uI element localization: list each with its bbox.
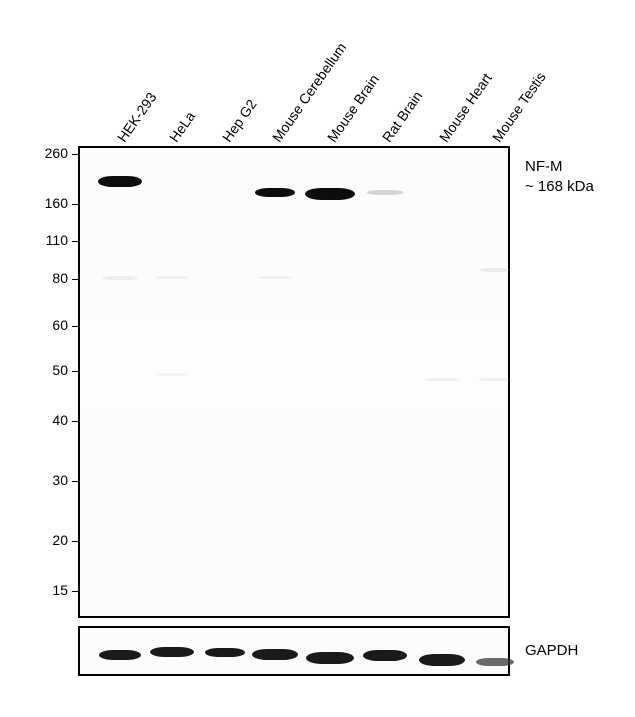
- mw-marker-tick: [72, 204, 78, 205]
- gapdh-band: [419, 654, 465, 666]
- mw-marker-tick: [72, 154, 78, 155]
- mw-marker-label: 60: [28, 317, 68, 333]
- protein-band: [367, 190, 403, 195]
- mw-marker-label: 260: [28, 145, 68, 161]
- gapdh-band: [252, 649, 298, 660]
- protein-band: [98, 176, 142, 187]
- gapdh-band: [476, 658, 514, 666]
- mw-marker-label: 30: [28, 472, 68, 488]
- mw-marker-tick: [72, 326, 78, 327]
- mw-marker-tick: [72, 279, 78, 280]
- mw-marker-label: 80: [28, 270, 68, 286]
- target-mw-label: ~ 168 kDa: [525, 178, 594, 195]
- protein-band: [258, 276, 292, 279]
- gapdh-band: [306, 652, 354, 664]
- protein-band: [255, 188, 295, 197]
- lane-label: Mouse Testis: [489, 69, 549, 145]
- lane-label: HEK-293: [114, 89, 160, 145]
- gapdh-label: GAPDH: [525, 642, 578, 659]
- protein-band: [425, 378, 459, 381]
- mw-marker-label: 50: [28, 362, 68, 378]
- mw-marker-tick: [72, 371, 78, 372]
- protein-band: [155, 276, 189, 279]
- gapdh-band: [150, 647, 194, 657]
- protein-band: [480, 268, 510, 272]
- mw-marker-label: 110: [28, 232, 68, 248]
- lane-label: Mouse Heart: [436, 70, 495, 145]
- lane-label: Rat Brain: [379, 88, 426, 145]
- gapdh-band: [99, 650, 141, 660]
- lane-label: Mouse Brain: [324, 71, 382, 145]
- lane-label: HeLa: [166, 108, 198, 145]
- mw-marker-tick: [72, 421, 78, 422]
- mw-marker-label: 20: [28, 532, 68, 548]
- mw-marker-tick: [72, 241, 78, 242]
- protein-band: [478, 378, 512, 381]
- target-protein-label: NF-M: [525, 158, 563, 175]
- lane-labels-group: HEK-293HeLaHep G2Mouse CerebellumMouse B…: [95, 25, 525, 145]
- mw-marker-label: 160: [28, 195, 68, 211]
- mw-marker-label: 40: [28, 412, 68, 428]
- main-blot-panel: [78, 146, 510, 618]
- protein-band: [305, 188, 355, 200]
- western-blot-figure: HEK-293HeLaHep G2Mouse CerebellumMouse B…: [0, 0, 635, 717]
- gapdh-blot-panel: [78, 626, 510, 676]
- gapdh-band: [363, 650, 407, 661]
- gapdh-band: [205, 648, 245, 657]
- mw-marker-tick: [72, 591, 78, 592]
- protein-band: [155, 373, 189, 376]
- mw-marker-label: 15: [28, 582, 68, 598]
- lane-label: Hep G2: [219, 96, 260, 145]
- mw-marker-tick: [72, 541, 78, 542]
- mw-marker-tick: [72, 481, 78, 482]
- protein-band: [102, 276, 138, 280]
